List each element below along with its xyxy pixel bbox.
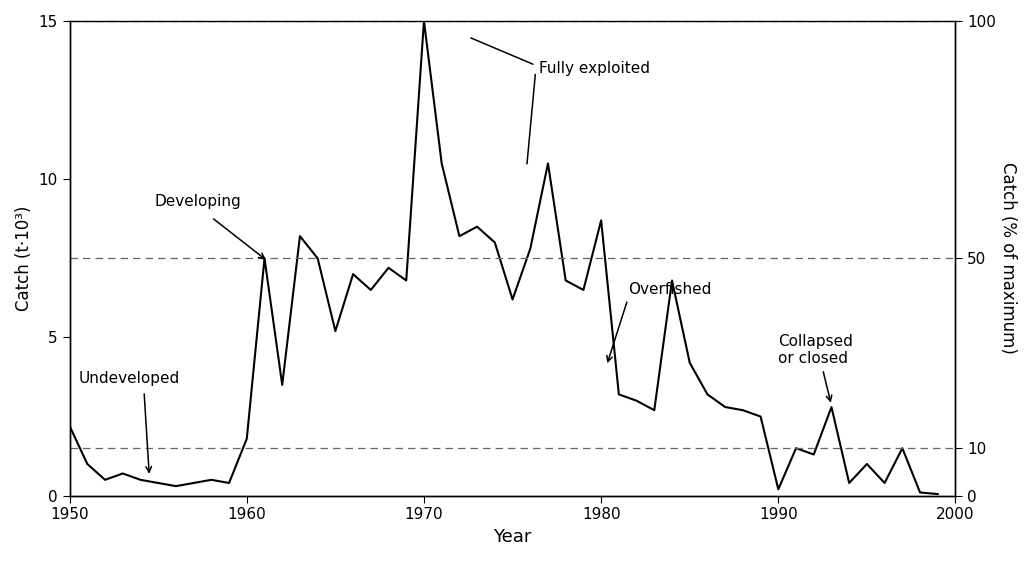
- X-axis label: Year: Year: [493, 528, 531, 546]
- Text: Fully exploited: Fully exploited: [539, 61, 650, 76]
- Y-axis label: Catch (% of maximum): Catch (% of maximum): [999, 162, 1017, 354]
- Text: Developing: Developing: [155, 194, 241, 209]
- Text: Collapsed
or closed: Collapsed or closed: [778, 334, 853, 366]
- Text: Undeveloped: Undeveloped: [78, 371, 180, 386]
- Text: Overfished: Overfished: [627, 282, 711, 297]
- Y-axis label: Catch (t·10³): Catch (t·10³): [15, 206, 33, 311]
